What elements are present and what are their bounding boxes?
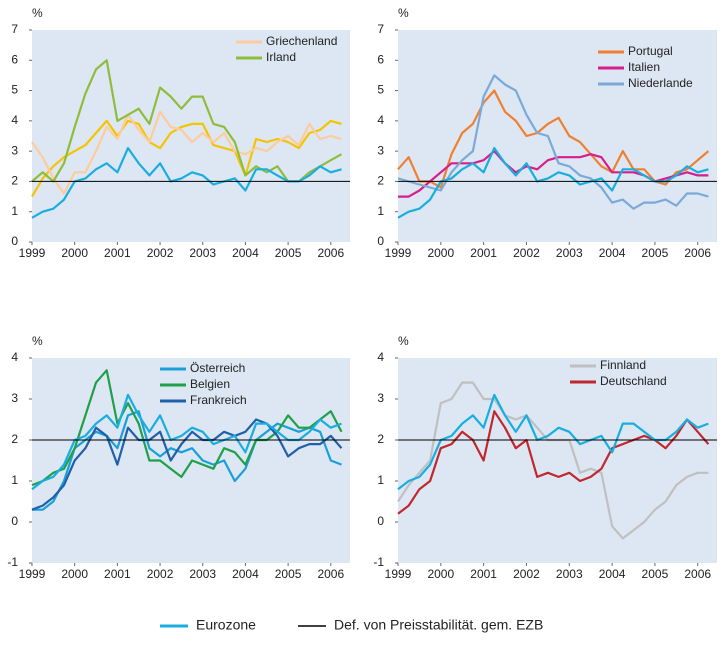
x-tick-label: 2003 <box>556 246 583 260</box>
y-tick-label: 0 <box>11 514 18 528</box>
y-tick-label: -1 <box>7 555 18 569</box>
x-tick-label: 2002 <box>513 567 540 581</box>
y-tick-label: 4 <box>11 113 18 127</box>
y-axis-label: % <box>398 6 409 20</box>
x-tick-label: 2004 <box>599 246 626 260</box>
legend-label: Italien <box>628 60 660 74</box>
x-tick-label: 1999 <box>385 246 412 260</box>
y-tick-label: 0 <box>377 514 384 528</box>
series-line <box>32 410 342 511</box>
x-tick-label: 2004 <box>232 567 259 581</box>
x-tick-label: 2003 <box>556 567 583 581</box>
y-tick-label: 6 <box>377 52 384 66</box>
series-line <box>31 119 342 198</box>
x-tick-label: 2002 <box>147 246 174 260</box>
legend-label: Eurozone <box>196 617 256 633</box>
y-axis-label: % <box>32 334 43 348</box>
series-line <box>397 74 709 210</box>
y-tick-label: 3 <box>377 143 384 157</box>
x-tick-label: 2004 <box>232 246 259 260</box>
series-line <box>397 410 710 515</box>
y-tick-label: 5 <box>377 83 384 97</box>
y-tick-label: 5 <box>11 83 18 97</box>
y-tick-label: 2 <box>377 174 384 188</box>
x-tick-label: 2000 <box>61 567 88 581</box>
y-tick-label: 1 <box>377 204 384 218</box>
x-tick-label: 2004 <box>599 567 626 581</box>
legend-label: Frankreich <box>190 393 247 407</box>
x-tick-label: 2001 <box>104 567 131 581</box>
x-tick-label: 1999 <box>19 567 46 581</box>
x-tick-label: 2000 <box>427 246 454 260</box>
series-line <box>31 369 343 487</box>
legend-label: Griechenland <box>266 34 337 48</box>
y-tick-label: 1 <box>11 473 18 487</box>
y-tick-label: 3 <box>11 143 18 157</box>
legend-label: Österreich <box>190 361 245 375</box>
y-tick-label: 4 <box>377 350 384 364</box>
y-tick-label: 3 <box>11 391 18 405</box>
y-tick-label: 6 <box>11 52 18 66</box>
plot-area <box>32 30 350 242</box>
x-tick-label: 2005 <box>275 567 302 581</box>
series-line <box>31 418 343 511</box>
series-line <box>31 110 342 195</box>
y-tick-label: 2 <box>11 174 18 188</box>
y-tick-label: 2 <box>377 432 384 446</box>
x-tick-label: 2005 <box>275 246 302 260</box>
x-tick-label: 2005 <box>642 567 669 581</box>
y-tick-label: 4 <box>11 350 18 364</box>
legend-label: Irland <box>266 50 296 64</box>
x-tick-label: 1999 <box>19 246 46 260</box>
x-tick-label: 2006 <box>317 246 344 260</box>
y-axis-label: % <box>398 334 409 348</box>
y-tick-label: 0 <box>377 234 384 248</box>
x-tick-label: 2006 <box>317 567 344 581</box>
y-axis-label: % <box>32 6 43 20</box>
legend-label: Belgien <box>190 377 230 391</box>
y-tick-label: 1 <box>11 204 18 218</box>
y-tick-label: 1 <box>377 473 384 487</box>
y-tick-label: 2 <box>11 432 18 446</box>
y-tick-label: 7 <box>11 22 18 36</box>
plot-area <box>398 358 717 563</box>
x-tick-label: 1999 <box>385 567 412 581</box>
legend-label: Portugal <box>628 44 673 58</box>
x-tick-label: 2005 <box>642 246 669 260</box>
y-tick-label: 3 <box>377 391 384 405</box>
legend-label: Niederlande <box>628 76 693 90</box>
legend-label: Deutschland <box>600 374 667 388</box>
y-tick-label: 0 <box>11 234 18 248</box>
y-tick-label: -1 <box>373 555 384 569</box>
legend-label: Finnland <box>600 358 646 372</box>
x-tick-label: 2006 <box>684 246 711 260</box>
x-tick-label: 2003 <box>189 567 216 581</box>
y-tick-label: 7 <box>377 22 384 36</box>
x-tick-label: 2001 <box>470 567 497 581</box>
legend-label: Def. von Preisstabilität. gem. EZB <box>334 617 543 633</box>
x-tick-label: 2003 <box>189 246 216 260</box>
x-tick-label: 2002 <box>147 567 174 581</box>
x-tick-label: 2002 <box>513 246 540 260</box>
plot-area <box>398 30 717 242</box>
x-tick-label: 2001 <box>104 246 131 260</box>
x-tick-label: 2001 <box>470 246 497 260</box>
x-tick-label: 2000 <box>427 567 454 581</box>
y-tick-label: 4 <box>377 113 384 127</box>
x-tick-label: 2006 <box>684 567 711 581</box>
x-tick-label: 2000 <box>61 246 88 260</box>
